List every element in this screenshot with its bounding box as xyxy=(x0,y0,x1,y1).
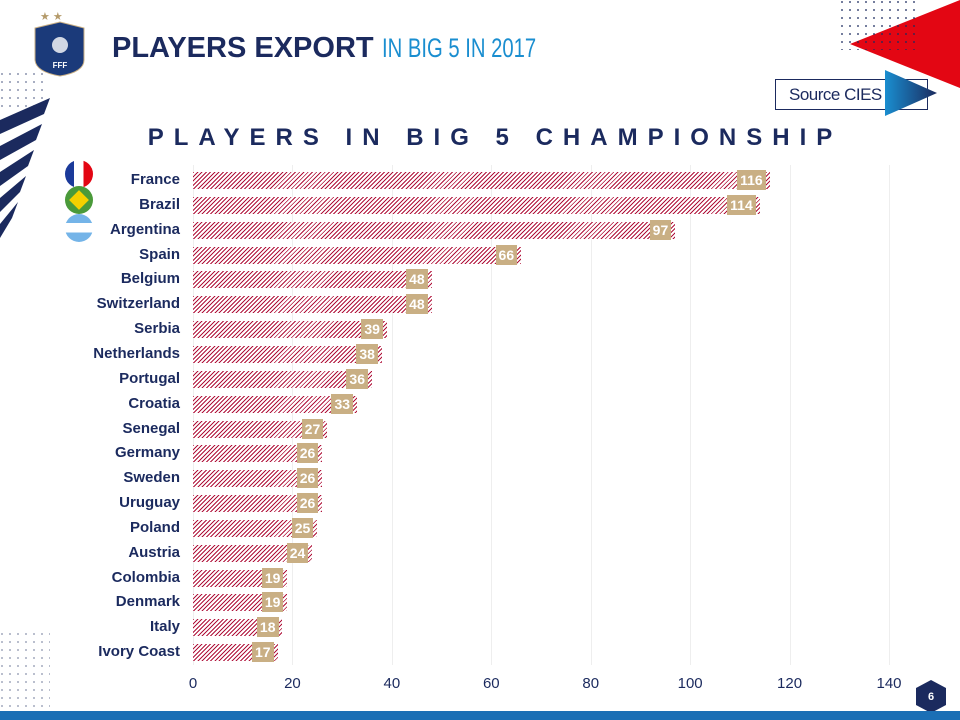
bar xyxy=(193,196,760,214)
bar xyxy=(193,470,323,488)
category-label: Brazil xyxy=(139,195,180,213)
category-label: Belgium xyxy=(120,270,180,288)
argentina-flag-icon xyxy=(65,214,93,242)
data-label: 33 xyxy=(331,393,354,414)
category-label: Croatia xyxy=(128,394,180,412)
data-label: 26 xyxy=(296,493,319,514)
data-label: 48 xyxy=(406,269,428,290)
category-label: Germany xyxy=(114,444,180,462)
page-title: PLAYERS EXPORT IN BIG 5 IN 2017 xyxy=(112,32,587,65)
category-label: Argentina xyxy=(109,220,180,238)
bar xyxy=(193,172,770,189)
data-label: 18 xyxy=(256,617,279,638)
category-label: Switzerland xyxy=(96,295,180,313)
bar xyxy=(193,420,328,438)
category-label: Austria xyxy=(128,543,180,561)
data-label: 36 xyxy=(346,368,368,389)
category-label: Spain xyxy=(139,245,180,263)
x-tick-label: 100 xyxy=(677,675,703,692)
category-label: Ivory Coast xyxy=(98,643,180,661)
data-label: 19 xyxy=(261,592,284,613)
category-label: Poland xyxy=(129,518,180,536)
gridline xyxy=(889,165,890,665)
data-label: 116 xyxy=(737,170,766,190)
category-label: Portugal xyxy=(119,369,180,387)
bottom-bar xyxy=(0,711,960,720)
france-flag-icon xyxy=(65,160,93,188)
bar xyxy=(193,296,432,314)
data-label: 19 xyxy=(261,567,284,588)
category-label: Netherlands xyxy=(93,344,180,362)
x-tick-label: 0 xyxy=(188,675,198,692)
bar xyxy=(193,519,318,537)
x-tick-label: 140 xyxy=(876,675,902,692)
category-label: Italy xyxy=(149,618,180,636)
bar xyxy=(193,271,432,289)
x-tick-label: 60 xyxy=(482,675,500,692)
data-label: 24 xyxy=(286,542,309,563)
page-number: 6 xyxy=(927,691,935,703)
x-tick-label: 40 xyxy=(383,675,401,692)
data-label: 39 xyxy=(361,319,383,340)
bar xyxy=(193,495,323,513)
data-label: 114 xyxy=(727,194,756,215)
category-label: Denmark xyxy=(115,593,180,611)
x-tick-label: 120 xyxy=(777,675,803,692)
bar xyxy=(193,321,387,339)
data-label: 66 xyxy=(495,244,518,265)
data-label: 26 xyxy=(296,443,319,464)
chart-title: PLAYERS IN BIG 5 CHAMPIONSHIP xyxy=(147,124,843,151)
title-main: PLAYERS EXPORT xyxy=(112,32,374,64)
data-label: 38 xyxy=(356,343,378,364)
bar xyxy=(193,246,522,264)
category-label: Uruguay xyxy=(119,494,180,512)
hexagon xyxy=(916,680,946,713)
gridline xyxy=(391,165,393,665)
blue-arrow-icon xyxy=(885,70,937,116)
bar xyxy=(193,445,323,463)
bar xyxy=(193,395,358,413)
bar xyxy=(193,345,382,363)
gridline xyxy=(590,165,592,665)
gridline xyxy=(292,165,294,665)
bar xyxy=(193,221,676,239)
gridline xyxy=(193,165,194,665)
data-label: 48 xyxy=(406,294,428,315)
category-label: Serbia xyxy=(134,320,180,338)
gridline xyxy=(789,165,791,665)
category-label: France xyxy=(130,171,180,188)
svg-text:FFF: FFF xyxy=(53,61,68,70)
data-label: 26 xyxy=(296,468,319,489)
brazil-flag-icon xyxy=(65,186,93,214)
gridline xyxy=(690,165,692,665)
data-label: 27 xyxy=(301,418,324,439)
category-label: Colombia xyxy=(111,568,180,586)
title-sub: IN BIG 5 IN 2017 xyxy=(381,33,536,63)
left-stripes xyxy=(0,98,50,238)
bar xyxy=(193,370,372,388)
category-label: Sweden xyxy=(123,469,180,487)
bar xyxy=(193,544,313,562)
category-label: Senegal xyxy=(122,419,180,437)
gridline xyxy=(491,165,493,665)
x-tick-label: 80 xyxy=(582,675,600,692)
data-label: 97 xyxy=(649,219,672,240)
svg-text:★ ★: ★ ★ xyxy=(40,11,63,23)
x-tick-label: 20 xyxy=(284,675,301,692)
fff-logo: ★ ★ FFF xyxy=(34,11,85,77)
data-label: 25 xyxy=(291,517,314,538)
data-label: 17 xyxy=(251,642,274,663)
